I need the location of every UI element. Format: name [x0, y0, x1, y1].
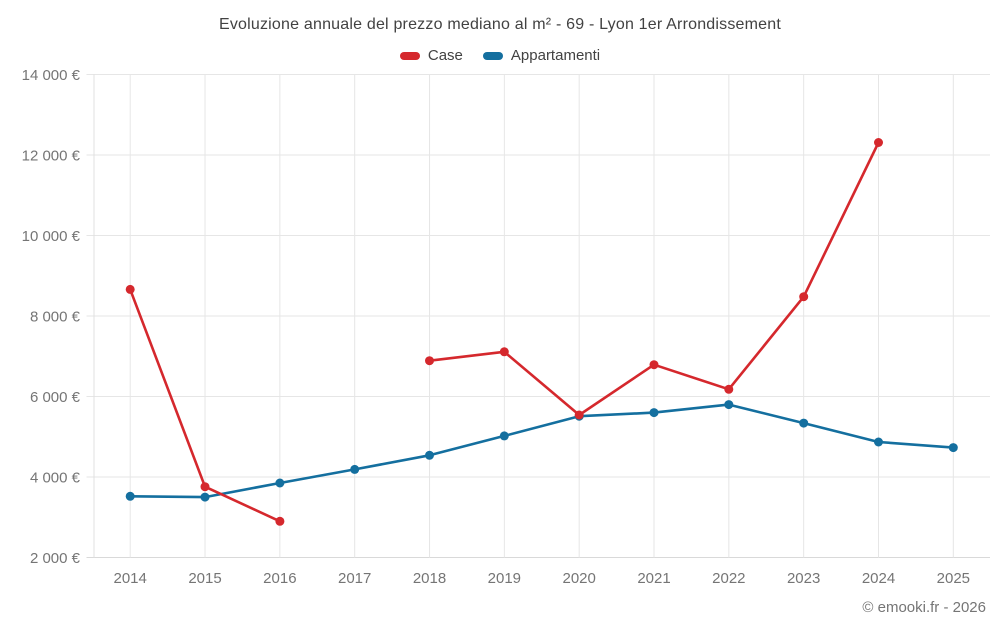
y-axis-tick-label: 2 000 € [30, 550, 81, 567]
y-axis-tick-label: 8 000 € [30, 309, 81, 326]
data-point-appartamenti-2025[interactable] [948, 443, 958, 453]
y-axis-tick-label: 10 000 € [22, 228, 81, 245]
x-axis-tick-label: 2025 [937, 570, 970, 587]
data-point-case-2014[interactable] [125, 284, 135, 294]
y-axis-tick-label: 14 000 € [22, 67, 81, 84]
data-point-appartamenti-2019[interactable] [499, 431, 509, 441]
data-point-appartamenti-2024[interactable] [874, 437, 883, 447]
data-point-appartamenti-2016[interactable] [275, 478, 285, 488]
data-point-case-2016[interactable] [275, 516, 285, 526]
legend-label-case: Case [427, 47, 463, 64]
data-point-appartamenti-2017[interactable] [350, 464, 360, 474]
appartamenti-series-swatch-icon [482, 51, 503, 60]
data-point-case-2022[interactable] [724, 384, 734, 394]
data-point-appartamenti-2018[interactable] [425, 450, 434, 460]
data-point-appartamenti-2022[interactable] [724, 400, 734, 410]
x-axis-tick-label: 2016 [263, 570, 296, 587]
data-point-case-2020[interactable] [574, 410, 584, 420]
x-axis-tick-label: 2019 [488, 570, 521, 587]
chart-title: Evoluzione annuale del prezzo mediano al… [218, 16, 782, 33]
y-axis-tick-label: 6 000 € [30, 389, 81, 406]
x-axis-tick-label: 2014 [114, 570, 147, 587]
legend-label-appartamenti: Appartamenti [510, 47, 601, 64]
data-point-appartamenti-2015[interactable] [200, 492, 210, 502]
y-axis-tick-label: 4 000 € [30, 470, 81, 487]
legend-item-case[interactable]: Case [399, 47, 463, 64]
data-point-case-2024[interactable] [874, 138, 883, 147]
y-axis-tick-label: 12 000 € [22, 148, 81, 165]
x-axis-tick-label: 2018 [413, 570, 446, 587]
x-axis-tick-label: 2017 [338, 570, 371, 587]
x-axis-tick-label: 2015 [188, 570, 221, 587]
chart-legend: Case Appartamenti [0, 47, 1000, 64]
x-axis-tick-label: 2020 [562, 570, 595, 587]
x-axis-tick-label: 2021 [637, 570, 670, 587]
x-axis-tick-label: 2024 [862, 570, 895, 587]
x-axis-tick-label: 2023 [787, 570, 820, 587]
data-point-case-2018[interactable] [425, 356, 434, 366]
data-point-appartamenti-2021[interactable] [649, 408, 659, 418]
copyright-footer: © emooki.fr - 2026 [862, 599, 986, 616]
series-line-appartamenti [128, 403, 955, 499]
case-series-swatch-icon [399, 51, 420, 60]
data-point-case-2023[interactable] [799, 292, 809, 302]
x-axis-tick-label: 2022 [712, 570, 745, 587]
data-point-case-2019[interactable] [499, 347, 509, 357]
legend-item-appartamenti[interactable]: Appartamenti [482, 47, 601, 64]
data-point-appartamenti-2014[interactable] [125, 491, 135, 501]
data-point-case-2021[interactable] [649, 360, 659, 370]
data-point-appartamenti-2023[interactable] [799, 418, 809, 428]
data-point-case-2015[interactable] [200, 482, 210, 492]
